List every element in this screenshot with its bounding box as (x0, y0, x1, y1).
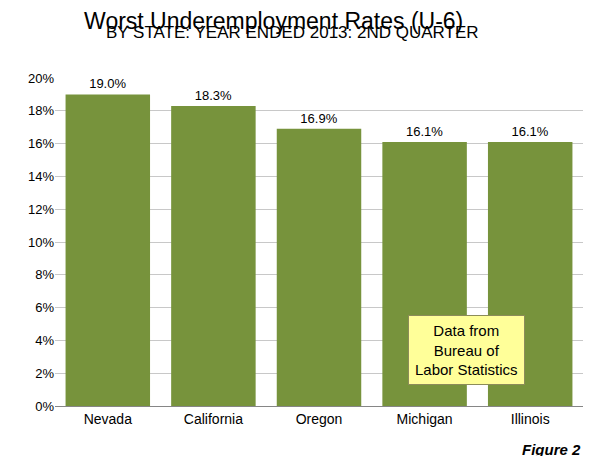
svg-text:Illinois: Illinois (511, 411, 550, 427)
svg-text:20%: 20% (28, 71, 54, 86)
svg-text:0%: 0% (35, 399, 54, 414)
svg-text:16.9%: 16.9% (300, 111, 337, 126)
svg-text:Oregon: Oregon (296, 411, 343, 427)
svg-text:8%: 8% (35, 267, 54, 282)
svg-text:BY STATE: YEAR ENDED 2013: 2ND: BY STATE: YEAR ENDED 2013: 2ND QUARTER (106, 23, 479, 42)
svg-text:18%: 18% (28, 103, 54, 118)
svg-text:19.0%: 19.0% (89, 76, 126, 91)
svg-text:4%: 4% (35, 333, 54, 348)
svg-text:16.1%: 16.1% (406, 124, 443, 139)
svg-text:Nevada: Nevada (84, 411, 132, 427)
svg-text:Michigan: Michigan (397, 411, 453, 427)
svg-text:16.1%: 16.1% (512, 124, 549, 139)
svg-text:14%: 14% (28, 169, 54, 184)
svg-text:18.3%: 18.3% (195, 88, 232, 103)
svg-text:6%: 6% (35, 300, 54, 315)
svg-text:Data fromBureau ofLabor Statis: Data fromBureau ofLabor Statistics (415, 322, 518, 378)
svg-text:16%: 16% (28, 136, 54, 151)
svg-text:2%: 2% (35, 366, 54, 381)
svg-text:12%: 12% (28, 202, 54, 217)
svg-text:10%: 10% (28, 235, 54, 250)
svg-text:California: California (184, 411, 243, 427)
svg-text:Worst Underemployment Rates (U: Worst Underemployment Rates (U-6) (84, 8, 463, 34)
svg-text:Figure 2: Figure 2 (522, 441, 581, 456)
